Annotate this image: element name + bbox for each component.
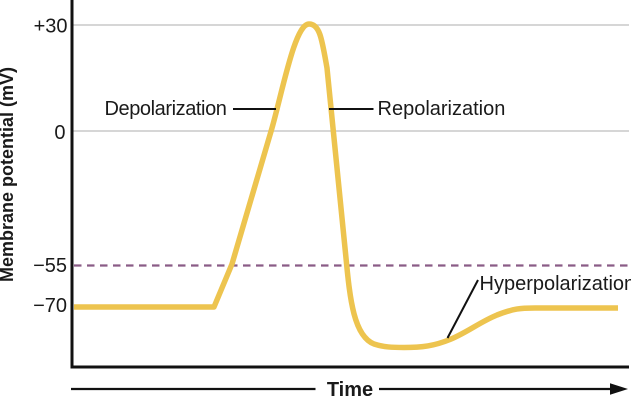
svg-text:Time: Time (327, 379, 373, 400)
svg-text:Repolarization: Repolarization (378, 98, 506, 120)
svg-text:+30: +30 (34, 15, 68, 37)
svg-text:0: 0 (54, 122, 65, 144)
svg-text:Hyperpolarization: Hyperpolarization (480, 273, 631, 295)
svg-text:−55: −55 (33, 255, 67, 277)
svg-text:Membrane potential (mV): Membrane potential (mV) (0, 67, 17, 282)
svg-text:−70: −70 (33, 295, 67, 317)
svg-text:Depolarization: Depolarization (105, 98, 227, 120)
